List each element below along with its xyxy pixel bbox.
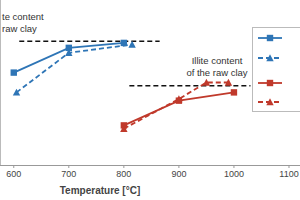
x-tick-label: 600 xyxy=(6,169,21,179)
legend-marker xyxy=(266,98,273,105)
x-axis-line xyxy=(0,165,300,166)
x-tick xyxy=(288,165,289,168)
legend-marker xyxy=(267,80,273,86)
annotation-text: Illite content xyxy=(192,55,243,66)
plot-area xyxy=(11,40,251,132)
x-tick xyxy=(233,165,234,168)
data-point xyxy=(65,49,72,56)
x-tick-label: 1000 xyxy=(224,169,244,179)
annotation-text: of the raw clay xyxy=(186,67,247,78)
legend-box xyxy=(253,28,300,112)
data-point xyxy=(225,79,232,86)
reference-line xyxy=(19,40,159,42)
x-tick xyxy=(13,165,14,168)
annotation-text: raw clay xyxy=(2,23,37,34)
legend xyxy=(253,28,300,112)
x-tick xyxy=(68,165,69,168)
data-point xyxy=(120,125,127,132)
chart-container: 600 700 800 900 1000 1100 Temperature [°C] te c… xyxy=(0,0,300,200)
data-point xyxy=(175,95,182,102)
chart-svg: 600 700 800 900 1000 1100 Temperature [°C] te c… xyxy=(0,0,300,200)
x-tick xyxy=(178,165,179,168)
data-point xyxy=(11,69,17,75)
x-tick-label: 700 xyxy=(61,169,76,179)
y-axis-line xyxy=(0,0,1,165)
data-point xyxy=(203,79,210,86)
legend-marker xyxy=(267,35,273,41)
series-line xyxy=(124,83,229,129)
annotation-text: te content xyxy=(2,11,44,22)
data-point xyxy=(231,89,237,95)
series-line xyxy=(17,45,133,93)
x-axis-label: Temperature [°C] xyxy=(60,185,141,196)
x-tick-label: 1100 xyxy=(279,169,298,179)
data-point xyxy=(128,41,135,48)
x-tick-label: 800 xyxy=(116,169,131,179)
reference-line xyxy=(129,85,250,87)
legend-marker xyxy=(266,54,273,61)
x-tick-label: 900 xyxy=(171,169,186,179)
data-point xyxy=(13,89,20,96)
x-tick xyxy=(123,165,124,168)
